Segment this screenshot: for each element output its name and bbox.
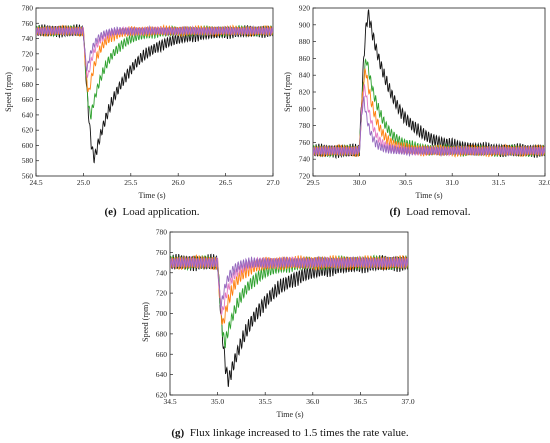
y-tick-label: 700: [156, 309, 168, 318]
caption-text: Load removal.: [406, 206, 470, 218]
y-tick-label: 760: [299, 138, 311, 147]
x-tick-label: 26.5: [219, 178, 232, 187]
x-tick-label: 25.0: [77, 178, 90, 187]
x-tick-label: 36.0: [306, 397, 319, 406]
x-tick-label: 35.0: [211, 397, 224, 406]
x-tick-label: 36.5: [354, 397, 367, 406]
caption-tag: (f): [390, 206, 401, 218]
y-tick-label: 800: [299, 104, 311, 113]
y-tick-label: 660: [156, 350, 168, 359]
x-tick-label: 37.0: [401, 397, 414, 406]
x-tick-label: 24.5: [29, 178, 42, 187]
caption: (g) Flux linkage increased to 1.5 times …: [171, 427, 409, 439]
x-tick-label: 27.0: [266, 178, 279, 187]
caption-tag: (g): [171, 427, 184, 439]
series-line-2: [170, 253, 408, 326]
series-line-2: [313, 67, 545, 158]
y-tick-label: 720: [156, 289, 168, 298]
xlabel: Time (s): [138, 191, 165, 200]
x-tick-label: 32.0: [538, 178, 550, 187]
y-tick-label: 780: [156, 228, 168, 237]
y-tick-label: 780: [299, 121, 311, 130]
y-tick-label: 740: [156, 268, 168, 277]
x-tick-label: 31.0: [446, 178, 459, 187]
y-tick-label: 720: [299, 172, 311, 181]
y-tick-label: 600: [22, 141, 34, 150]
y-tick-label: 620: [156, 391, 168, 400]
y-tick-label: 880: [299, 37, 311, 46]
xlabel: Time (s): [415, 191, 442, 200]
x-tick-label: 25.5: [124, 178, 137, 187]
y-tick-label: 820: [299, 88, 311, 97]
ylabel: Speed (rpm): [4, 72, 13, 112]
y-tick-label: 840: [299, 71, 311, 80]
caption-text: Load application.: [122, 206, 199, 218]
chart-load-removal: 29.5 30.0 30.5 31.0 31.5 32.0 720 740 760 780 800 8…: [283, 4, 550, 219]
y-tick-label: 860: [299, 54, 311, 63]
y-tick-label: 680: [22, 80, 34, 89]
chart-load-application: 24.5 25.0 25.5 26.0 26.5 27.0 560 580 600 620 640 6…: [4, 4, 280, 219]
series-line-4: [313, 95, 545, 158]
y-tick-label: 640: [156, 370, 168, 379]
y-tick-label: 900: [299, 20, 311, 29]
y-tick-label: 580: [22, 156, 34, 165]
x-tick-label: 29.5: [306, 178, 319, 187]
y-tick-label: 760: [22, 19, 34, 28]
xlabel: Time (s): [276, 410, 303, 419]
y-tick-label: 740: [22, 34, 34, 43]
y-tick-label: 720: [22, 49, 34, 58]
caption: (e) Load application.: [105, 206, 200, 218]
caption-tag: (e): [105, 206, 118, 218]
y-tick-label: 680: [156, 329, 168, 338]
x-tick-label: 31.5: [492, 178, 505, 187]
y-tick-label: 740: [299, 155, 311, 164]
series-line-2: [36, 24, 273, 93]
y-tick-label: 620: [22, 126, 34, 135]
y-tick-label: 700: [22, 65, 34, 74]
x-tick-label: 34.5: [163, 397, 176, 406]
y-tick-label: 560: [22, 172, 34, 181]
y-tick-label: 920: [299, 4, 311, 13]
series-line-4: [170, 255, 408, 309]
y-tick-label: 640: [22, 110, 34, 119]
ylabel: Speed (rpm): [141, 302, 150, 342]
x-tick-label: 30.5: [399, 178, 412, 187]
series-line-4: [36, 24, 273, 72]
caption-text: Flux linkage increased to 1.5 times the …: [190, 427, 409, 439]
y-tick-label: 660: [22, 95, 34, 104]
x-tick-label: 30.0: [353, 178, 366, 187]
x-tick-label: 26.0: [172, 178, 185, 187]
ylabel: Speed (rpm): [283, 72, 292, 112]
x-tick-label: 35.5: [259, 397, 272, 406]
caption: (f) Load removal.: [390, 206, 471, 218]
chart-flux-linkage: 34.5 35.0 35.5 36.0 36.5 37.0 620 640 660 680 700 7…: [141, 228, 415, 440]
y-tick-label: 780: [22, 4, 34, 13]
y-tick-label: 760: [156, 248, 168, 257]
